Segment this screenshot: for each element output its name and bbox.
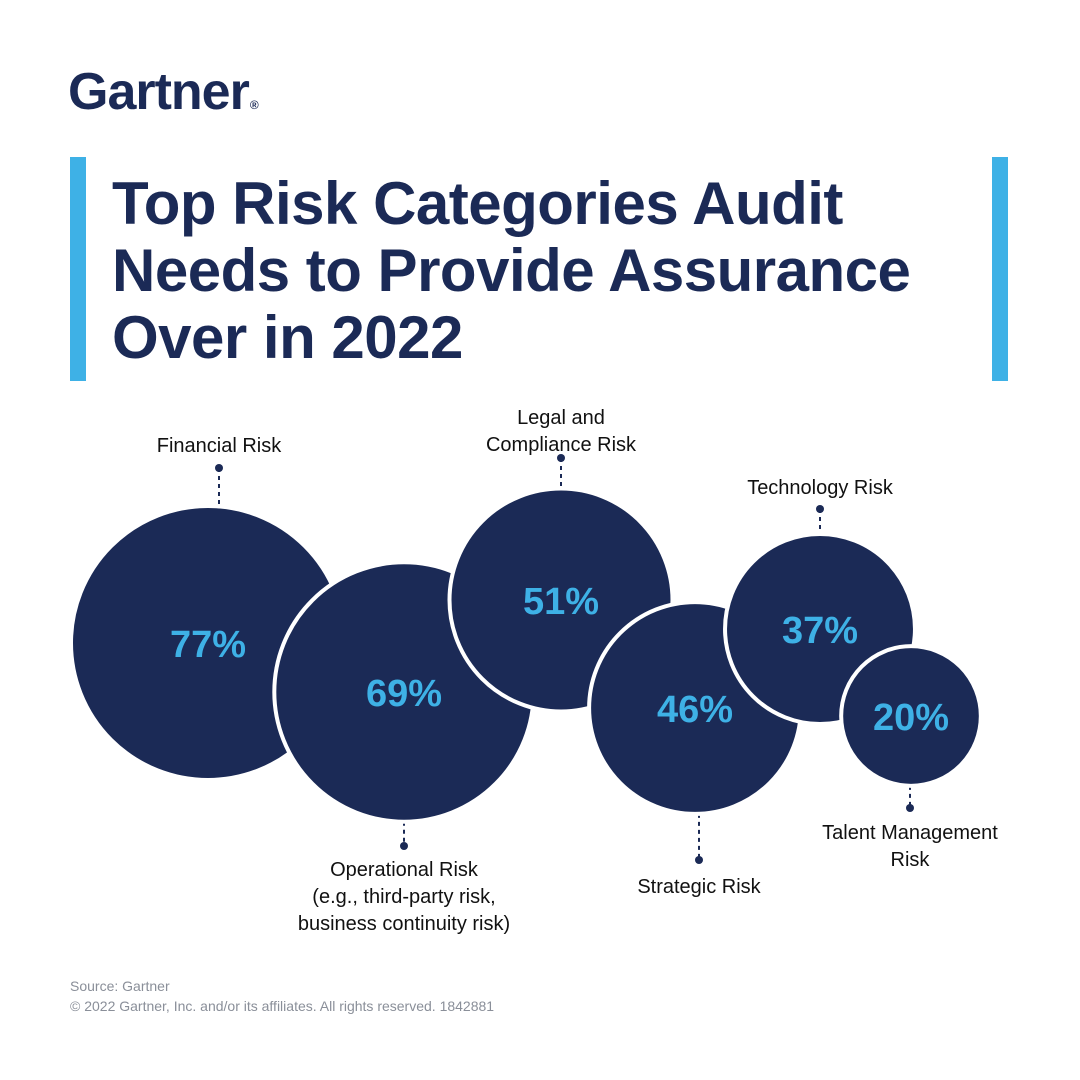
category-label-legal-and-line-1: Legal and [517,407,605,429]
bubble-talent-management [839,644,983,788]
value-label-operational-risk: 69% [366,673,442,715]
title-accent-bar-right [992,157,1008,381]
category-label-talent-management-line-1: Talent Management [822,822,998,844]
category-label-legal-and-line-2: Compliance Risk [486,434,637,456]
category-label-strategic-risk-line-1: Strategic Risk [637,876,761,898]
title-line-3: Over in 2022 [112,304,463,371]
footer: Source: Gartner © 2022 Gartner, Inc. and… [70,976,494,1016]
title-line-1: Top Risk Categories Audit [112,170,843,237]
category-label-financial-risk-line-1: Financial Risk [157,435,282,457]
category-label-talent-management-line-2: Risk [891,849,931,871]
category-labels: Financial Risk Operational Risk (e.g., thi… [157,407,999,935]
title-line-2: Needs to Provide Assurance [112,237,911,304]
connector-dot-talent-management [906,804,914,812]
category-label-operational-risk-line-2: (e.g., third-party risk, [312,886,495,908]
connector-dot-financial-risk [215,464,223,472]
gartner-logo: Gartner® [68,62,259,122]
connector-dot-strategic-risk [695,856,703,864]
value-label-technology-risk: 37% [782,610,858,652]
copyright-note: © 2022 Gartner, Inc. and/or its affiliat… [70,998,495,1014]
brand-name: Gartner [68,63,250,121]
category-label-operational-risk-line-3: business continuity risk) [298,913,510,935]
value-label-strategic-risk: 46% [657,689,733,731]
category-label-operational-risk-line-1: Operational Risk [330,859,479,881]
connector-dot-technology-risk [816,505,824,513]
value-label-talent-management: 20% [873,697,949,739]
title-accent-bar-left [70,157,86,381]
connectors [215,454,914,864]
registered-mark: ® [249,98,259,112]
value-label-financial-risk: 77% [170,624,246,666]
category-label-technology-risk-line-1: Technology Risk [747,477,894,499]
bubbles: 77% 69% 51% 46% 37% 20% [69,486,983,824]
connector-dot-legal-and [557,454,565,462]
source-note: Source: Gartner [70,978,170,994]
value-label-legal-and: 51% [523,581,599,623]
page-title: Top Risk Categories Audit Needs to Provi… [112,170,972,371]
connector-dot-operational-risk [400,842,408,850]
